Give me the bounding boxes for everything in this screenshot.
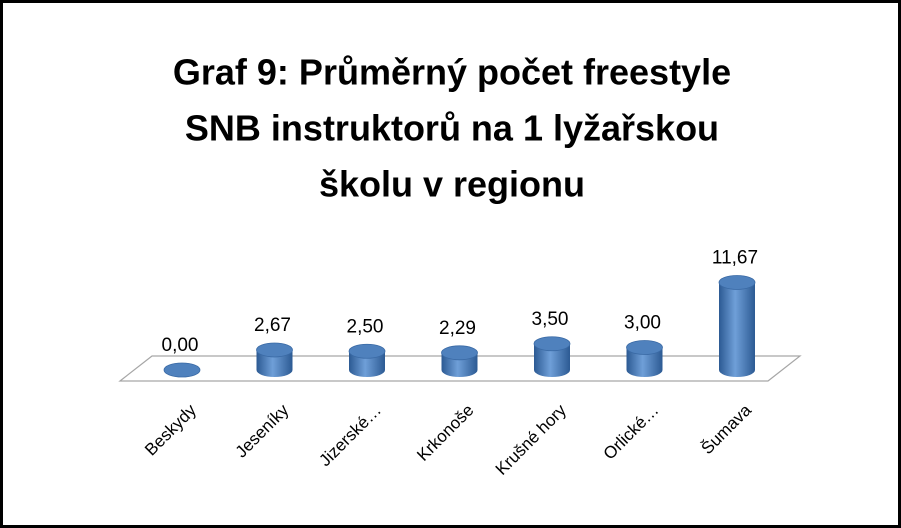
bar [256,342,293,377]
bar-top [441,345,478,361]
bar-body [719,282,755,377]
value-label: 0,00 [162,335,199,356]
chart-title: SNB instruktorů na 1 lyžařskou [185,108,719,149]
bar-top [533,336,571,352]
bar-top [718,275,756,290]
bar-body [534,343,570,377]
chart-title: Graf 9: Průměrný počet freestyle [173,52,731,93]
value-label: 3,00 [624,313,661,334]
floor [118,355,802,382]
value-label: 2,29 [439,318,476,339]
bar-top [256,342,293,358]
bar-top [348,343,386,359]
bar-body [256,349,293,377]
value-label: 3,50 [532,309,569,330]
bar-body [626,347,663,377]
bar [441,345,478,377]
bar-top [626,340,663,355]
value-label: 2,67 [254,315,291,336]
bar [348,343,386,377]
value-label: 2,50 [347,316,384,337]
bar [718,275,756,377]
bar-top [163,362,201,378]
value-label: 11,67 [712,247,758,268]
bar [163,362,201,378]
bar [533,336,571,377]
chart-title: školu v regionu [319,164,585,205]
bar [626,340,663,377]
